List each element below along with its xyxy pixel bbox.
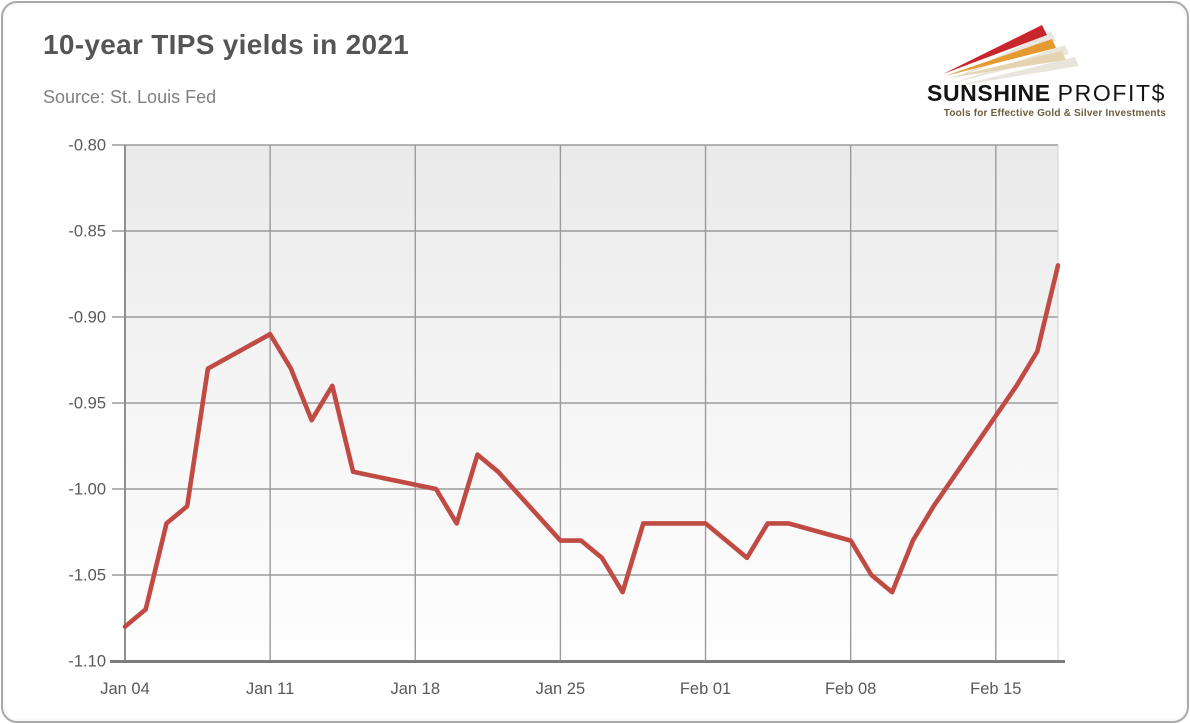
x-tick-label: Feb 01 (680, 680, 731, 698)
y-tick-label: -1.10 (68, 653, 106, 671)
logo-brand-text: SUNSHINE PROFIT$ (927, 80, 1166, 106)
y-tick-label: -0.90 (68, 309, 106, 327)
x-tick-label: Jan 18 (390, 680, 440, 698)
page-title: 10-year TIPS yields in 2021 (43, 29, 410, 60)
x-tick-label: Jan 11 (246, 680, 294, 698)
logo-ray-shadow (956, 57, 1079, 86)
logo-brand-secondary: PROFIT$ (1058, 80, 1166, 106)
logo-brand-primary: SUNSHINE (927, 80, 1051, 106)
source-label: Source: St. Louis Fed (43, 87, 217, 107)
logo-ray-beige (948, 51, 1066, 78)
y-tick-label: -0.95 (68, 395, 106, 413)
x-tick-label: Jan 04 (100, 680, 150, 698)
x-tick-label: Jan 25 (536, 680, 586, 698)
sunshine-profits-logo: SUNSHINE PROFIT$ Tools for Effective Gold… (927, 25, 1166, 119)
logo-rays-icon (943, 25, 1079, 86)
y-tick-label: -0.80 (68, 137, 106, 155)
logo-tagline: Tools for Effective Gold & Silver Invest… (944, 108, 1166, 119)
tips-yield-chart: -0.80 -0.85 -0.90 -0.95 -1.00 -1.05 -1.10 Jan 0… (68, 137, 1065, 698)
x-tick-label: Feb 08 (825, 680, 876, 698)
tips-yield-line (122, 263, 1061, 629)
y-tick-label: -1.05 (68, 567, 106, 585)
logo-ray-red (943, 25, 1047, 74)
logo-ray-gold (945, 39, 1056, 76)
y-tick-label: -0.85 (68, 223, 106, 241)
y-tick-label: -1.00 (68, 481, 106, 499)
x-tick-label: Feb 15 (970, 680, 1021, 698)
